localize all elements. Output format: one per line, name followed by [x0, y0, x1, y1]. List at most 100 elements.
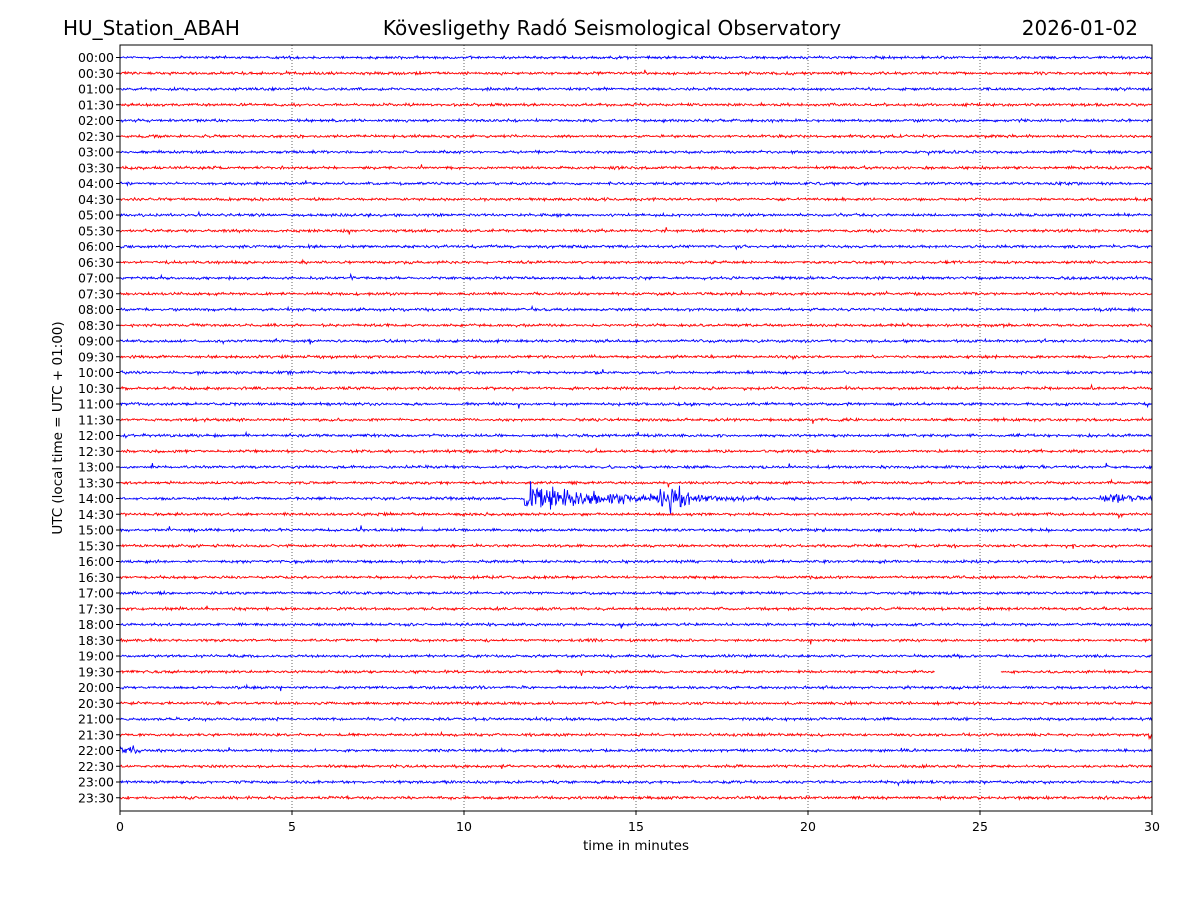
trace-line	[119, 481, 1153, 515]
y-tick-label: 19:00	[78, 649, 114, 664]
y-axis-label: UTC (local time = UTC + 01:00)	[50, 321, 66, 534]
trace-line	[119, 542, 1153, 550]
x-tick-label: 15	[628, 819, 644, 834]
trace-line	[119, 196, 1153, 203]
trace-line	[119, 668, 935, 676]
trace-line	[119, 353, 1153, 361]
trace-line	[119, 745, 1153, 755]
y-tick-label: 11:30	[78, 412, 114, 427]
trace-line	[119, 401, 1153, 409]
y-tick-label: 11:00	[78, 397, 114, 412]
trace-line	[119, 272, 1153, 281]
seismic-traces	[119, 54, 1153, 802]
y-tick-label: 08:00	[78, 302, 114, 317]
trace-line	[119, 369, 1153, 377]
y-tick-label: 18:00	[78, 617, 114, 632]
trace-line	[119, 54, 1153, 61]
station-name: HU_Station_ABAH	[63, 16, 240, 40]
y-tick-label: 15:30	[78, 538, 114, 553]
y-tick-label: 03:30	[78, 160, 114, 175]
x-tick-label: 20	[800, 819, 816, 834]
trace-line	[119, 763, 1153, 770]
x-tick-label: 10	[456, 819, 472, 834]
y-tick-label: 18:30	[78, 633, 114, 648]
y-tick-label: 12:00	[78, 428, 114, 443]
y-tick-label: 14:30	[78, 507, 114, 522]
y-tick-label: 13:30	[78, 475, 114, 490]
trace-line	[119, 730, 1153, 741]
y-tick-label: 10:30	[78, 381, 114, 396]
x-axis-label: time in minutes	[583, 838, 689, 854]
y-tick-label: 12:30	[78, 444, 114, 459]
y-tick-label: 04:30	[78, 192, 114, 207]
trace-line	[119, 117, 1153, 124]
y-tick-label: 04:00	[78, 176, 114, 191]
trace-line	[119, 447, 1153, 455]
x-tick-label: 25	[972, 819, 988, 834]
trace-line	[119, 637, 1153, 645]
y-tick-label: 00:30	[78, 66, 114, 81]
trace-line	[119, 69, 1153, 77]
y-tick-label: 21:00	[78, 712, 114, 727]
trace-line	[119, 430, 1153, 439]
y-tick-label: 06:30	[78, 255, 114, 270]
y-tick-label: 16:30	[78, 570, 114, 585]
y-tick-label: 08:30	[78, 318, 114, 333]
trace-line	[119, 653, 1153, 660]
trace-line	[119, 700, 1153, 707]
y-tick-label: 09:00	[78, 334, 114, 349]
y-tick-label: 20:30	[78, 696, 114, 711]
x-axis-ticks: 0 5 10 15 20 25 30	[116, 811, 1160, 834]
trace-line	[119, 337, 1153, 346]
y-tick-label: 02:00	[78, 113, 114, 128]
trace-line	[119, 525, 1153, 534]
y-tick-label: 07:00	[78, 271, 114, 286]
trace-line	[119, 383, 1153, 392]
y-tick-label: 02:30	[78, 129, 114, 144]
trace-line	[119, 258, 1153, 266]
trace-line	[119, 478, 1153, 488]
trace-line	[119, 164, 1153, 171]
y-tick-label: 23:00	[78, 775, 114, 790]
y-tick-label: 15:00	[78, 523, 114, 538]
trace-line	[1000, 668, 1153, 675]
trace-line	[119, 510, 1153, 520]
y-axis-ticks: 00:0000:3001:0001:3002:0002:3003:0003:30…	[78, 50, 120, 805]
y-tick-label: 13:00	[78, 460, 114, 475]
trace-line	[119, 133, 1153, 140]
x-tick-label: 5	[288, 819, 296, 834]
y-tick-label: 14:00	[78, 491, 114, 506]
y-tick-label: 00:00	[78, 50, 114, 65]
trace-line	[119, 322, 1153, 329]
y-tick-label: 05:30	[78, 223, 114, 238]
y-tick-label: 16:00	[78, 554, 114, 569]
trace-line	[119, 210, 1153, 219]
trace-line	[119, 589, 1153, 596]
y-tick-label: 22:00	[78, 743, 114, 758]
y-tick-label: 23:30	[78, 790, 114, 805]
trace-line	[119, 243, 1153, 251]
trace-line	[119, 86, 1153, 92]
y-tick-label: 17:00	[78, 586, 114, 601]
trace-line	[119, 227, 1153, 235]
y-tick-label: 21:30	[78, 727, 114, 742]
y-tick-label: 17:30	[78, 601, 114, 616]
y-tick-label: 22:30	[78, 759, 114, 774]
grid-lines	[291, 45, 981, 811]
y-tick-label: 01:00	[78, 82, 114, 97]
trace-line	[119, 574, 1153, 581]
trace-line	[119, 462, 1153, 471]
y-tick-label: 19:30	[78, 664, 114, 679]
trace-line	[119, 778, 1153, 787]
y-tick-label: 06:00	[78, 239, 114, 254]
y-tick-label: 10:00	[78, 365, 114, 380]
y-tick-label: 07:30	[78, 286, 114, 301]
x-tick-label: 0	[116, 819, 124, 834]
trace-line	[119, 558, 1153, 565]
y-tick-label: 09:30	[78, 349, 114, 364]
trace-line	[119, 180, 1153, 187]
trace-line	[119, 621, 1153, 629]
trace-line	[119, 101, 1153, 108]
y-tick-label: 01:30	[78, 97, 114, 112]
